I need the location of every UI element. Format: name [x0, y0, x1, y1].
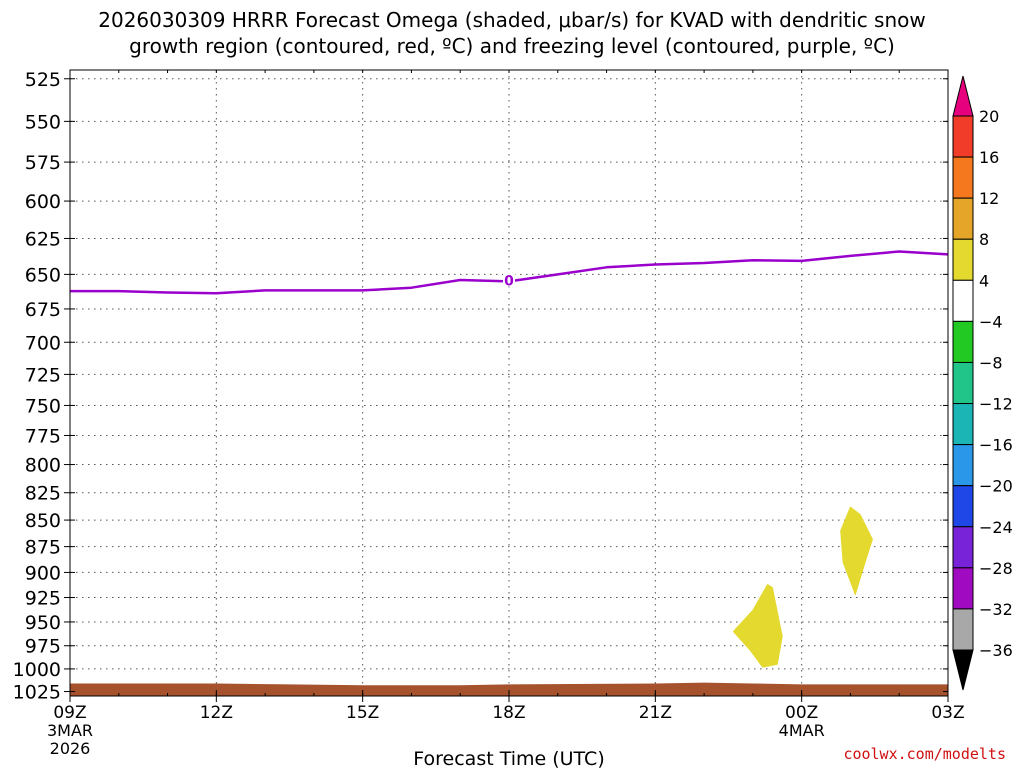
y-tick-label-575: 575	[25, 152, 61, 174]
y-tick-label-850: 850	[25, 510, 61, 532]
y-tick-label-800: 800	[25, 455, 61, 477]
colorbar-band-9	[952, 444, 974, 487]
credit-url[interactable]: coolwx.com/modelts	[843, 745, 1006, 763]
colorbar-band-4	[952, 238, 974, 281]
colorbar-label--12: −12	[979, 395, 1013, 414]
y-tick-label-825: 825	[25, 483, 61, 505]
x-tick-label-18Z: 18Z	[492, 703, 525, 723]
grid	[70, 70, 948, 696]
colorbar-band-7	[952, 361, 974, 405]
colorbar-band-5	[952, 279, 974, 322]
colorbar-label--28: −28	[979, 559, 1013, 578]
x-tick-label-21Z: 21Z	[639, 703, 672, 723]
colorbar-band-3	[952, 197, 974, 240]
y-tick-label-975: 975	[25, 636, 61, 658]
chart-title-line-1: 2026030309 HRRR Forecast Omega (shaded, …	[98, 8, 926, 32]
colorbar-label-12: 12	[979, 189, 999, 208]
colorbar-label--4: −4	[979, 312, 1003, 331]
y-tick-label-950: 950	[25, 612, 61, 634]
y-tick-label-750: 750	[25, 395, 61, 417]
omega-area-2	[840, 506, 873, 595]
colorbar-label--36: −36	[979, 641, 1013, 660]
colorbar-band-2	[952, 156, 974, 199]
y-axis: 525 550 575 600 625 650 675 700 725 750 775 800 825 8…	[13, 69, 948, 704]
y-tick-label-650: 650	[25, 264, 61, 286]
y-tick-label-900: 900	[25, 562, 61, 584]
y-tick-label-675: 675	[25, 299, 61, 321]
colorbar-label-4: 4	[979, 271, 989, 290]
colorbar-label--8: −8	[979, 353, 1003, 372]
omega-shading	[732, 506, 873, 668]
y-tick-label-700: 700	[25, 332, 61, 354]
x-tick-label-09Z: 09Z	[53, 703, 86, 723]
colorbar-band-10	[952, 485, 974, 528]
x-tick-date-09Z: 3MAR	[47, 721, 93, 740]
x-tick-label-15Z: 15Z	[346, 703, 379, 723]
contour-label: 0	[504, 273, 514, 289]
colorbar-band-12	[952, 567, 974, 610]
y-tick-label-1025: 1025	[13, 682, 61, 704]
colorbar-band-8	[952, 403, 974, 446]
y-tick-label-775: 775	[25, 425, 61, 447]
y-tick-label-625: 625	[25, 228, 61, 250]
x-tick-label-12Z: 12Z	[200, 703, 233, 723]
x-tick-date-00Z: 4MAR	[779, 721, 825, 740]
colorbar-band-13	[952, 608, 974, 651]
colorbar-band-1	[952, 115, 974, 158]
colorbar-label--32: −32	[979, 600, 1013, 619]
y-tick-label-725: 725	[25, 364, 61, 386]
y-tick-label-875: 875	[25, 537, 61, 559]
contour-label-bg	[503, 272, 515, 287]
colorbar-label--24: −24	[979, 518, 1013, 537]
chart-title-line-2: growth region (contoured, red, ºC) and f…	[129, 34, 895, 58]
colorbar-bottom-triangle	[952, 649, 974, 691]
colorbar-label--16: −16	[979, 436, 1013, 455]
colorbar-top-triangle	[952, 75, 974, 117]
colorbar-band-6	[952, 320, 974, 363]
y-tick-label-600: 600	[25, 191, 61, 213]
x-tick-label-03Z: 03Z	[931, 703, 964, 723]
terrain-fill	[70, 682, 948, 696]
colorbar: 20 16 12 8 4 −4 −8 −12 −16 −20 −24 −28 −32 −36	[952, 75, 1013, 691]
omega-area-1	[732, 584, 783, 668]
terrain	[70, 682, 948, 696]
y-tick-label-550: 550	[25, 111, 61, 133]
y-tick-label-925: 925	[25, 588, 61, 610]
y-tick-label-1000: 1000	[13, 659, 61, 681]
colorbar-band-11	[952, 526, 974, 569]
x-tick-year-09Z: 2026	[50, 739, 91, 758]
colorbar-label-20: 20	[979, 107, 999, 126]
freezing-level-contour: 0	[70, 250, 949, 295]
y-tick-label-525: 525	[25, 69, 61, 91]
colorbar-label-16: 16	[979, 148, 999, 167]
x-tick-label-00Z: 00Z	[785, 703, 818, 723]
colorbar-label-8: 8	[979, 230, 989, 249]
x-axis-title: Forecast Time (UTC)	[413, 748, 604, 768]
colorbar-label--20: −20	[979, 477, 1013, 496]
